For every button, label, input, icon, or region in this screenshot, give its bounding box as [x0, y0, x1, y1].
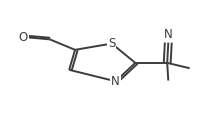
Text: N: N [164, 28, 173, 41]
Text: S: S [108, 37, 116, 50]
Text: N: N [111, 75, 120, 88]
Text: O: O [19, 31, 28, 44]
